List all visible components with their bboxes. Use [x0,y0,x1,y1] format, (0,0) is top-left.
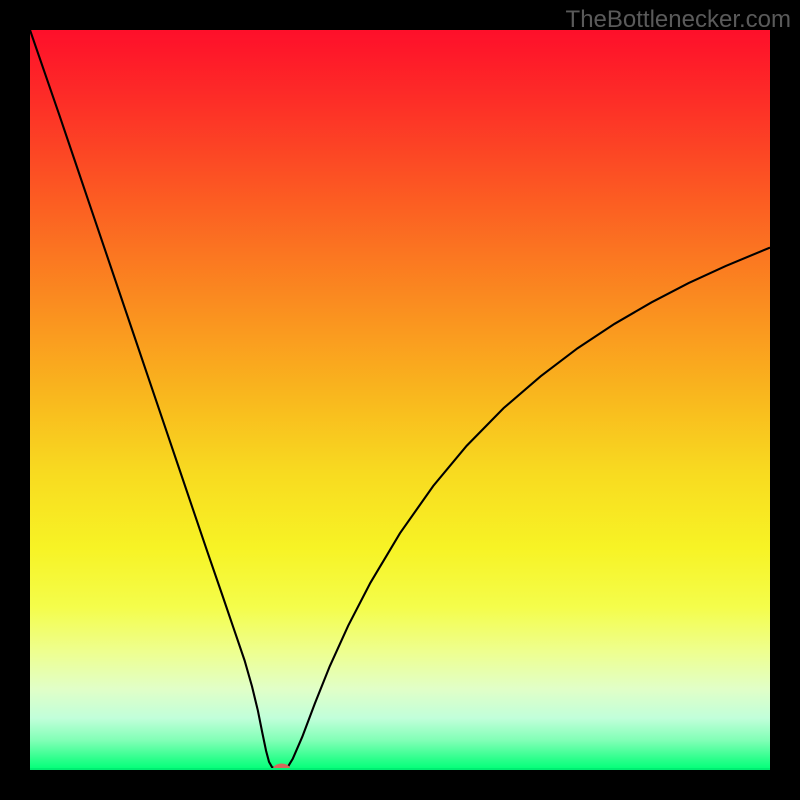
attribution-text: TheBottlenecker.com [566,6,791,34]
chart-svg [30,30,770,770]
plot-area [30,30,770,770]
baseline-band [30,768,770,770]
curve-left [30,30,287,769]
curve-right [287,248,770,769]
chart-wrap: { "attribution": { "text": "TheBottlenec… [0,0,800,800]
gradient-background [30,30,770,770]
